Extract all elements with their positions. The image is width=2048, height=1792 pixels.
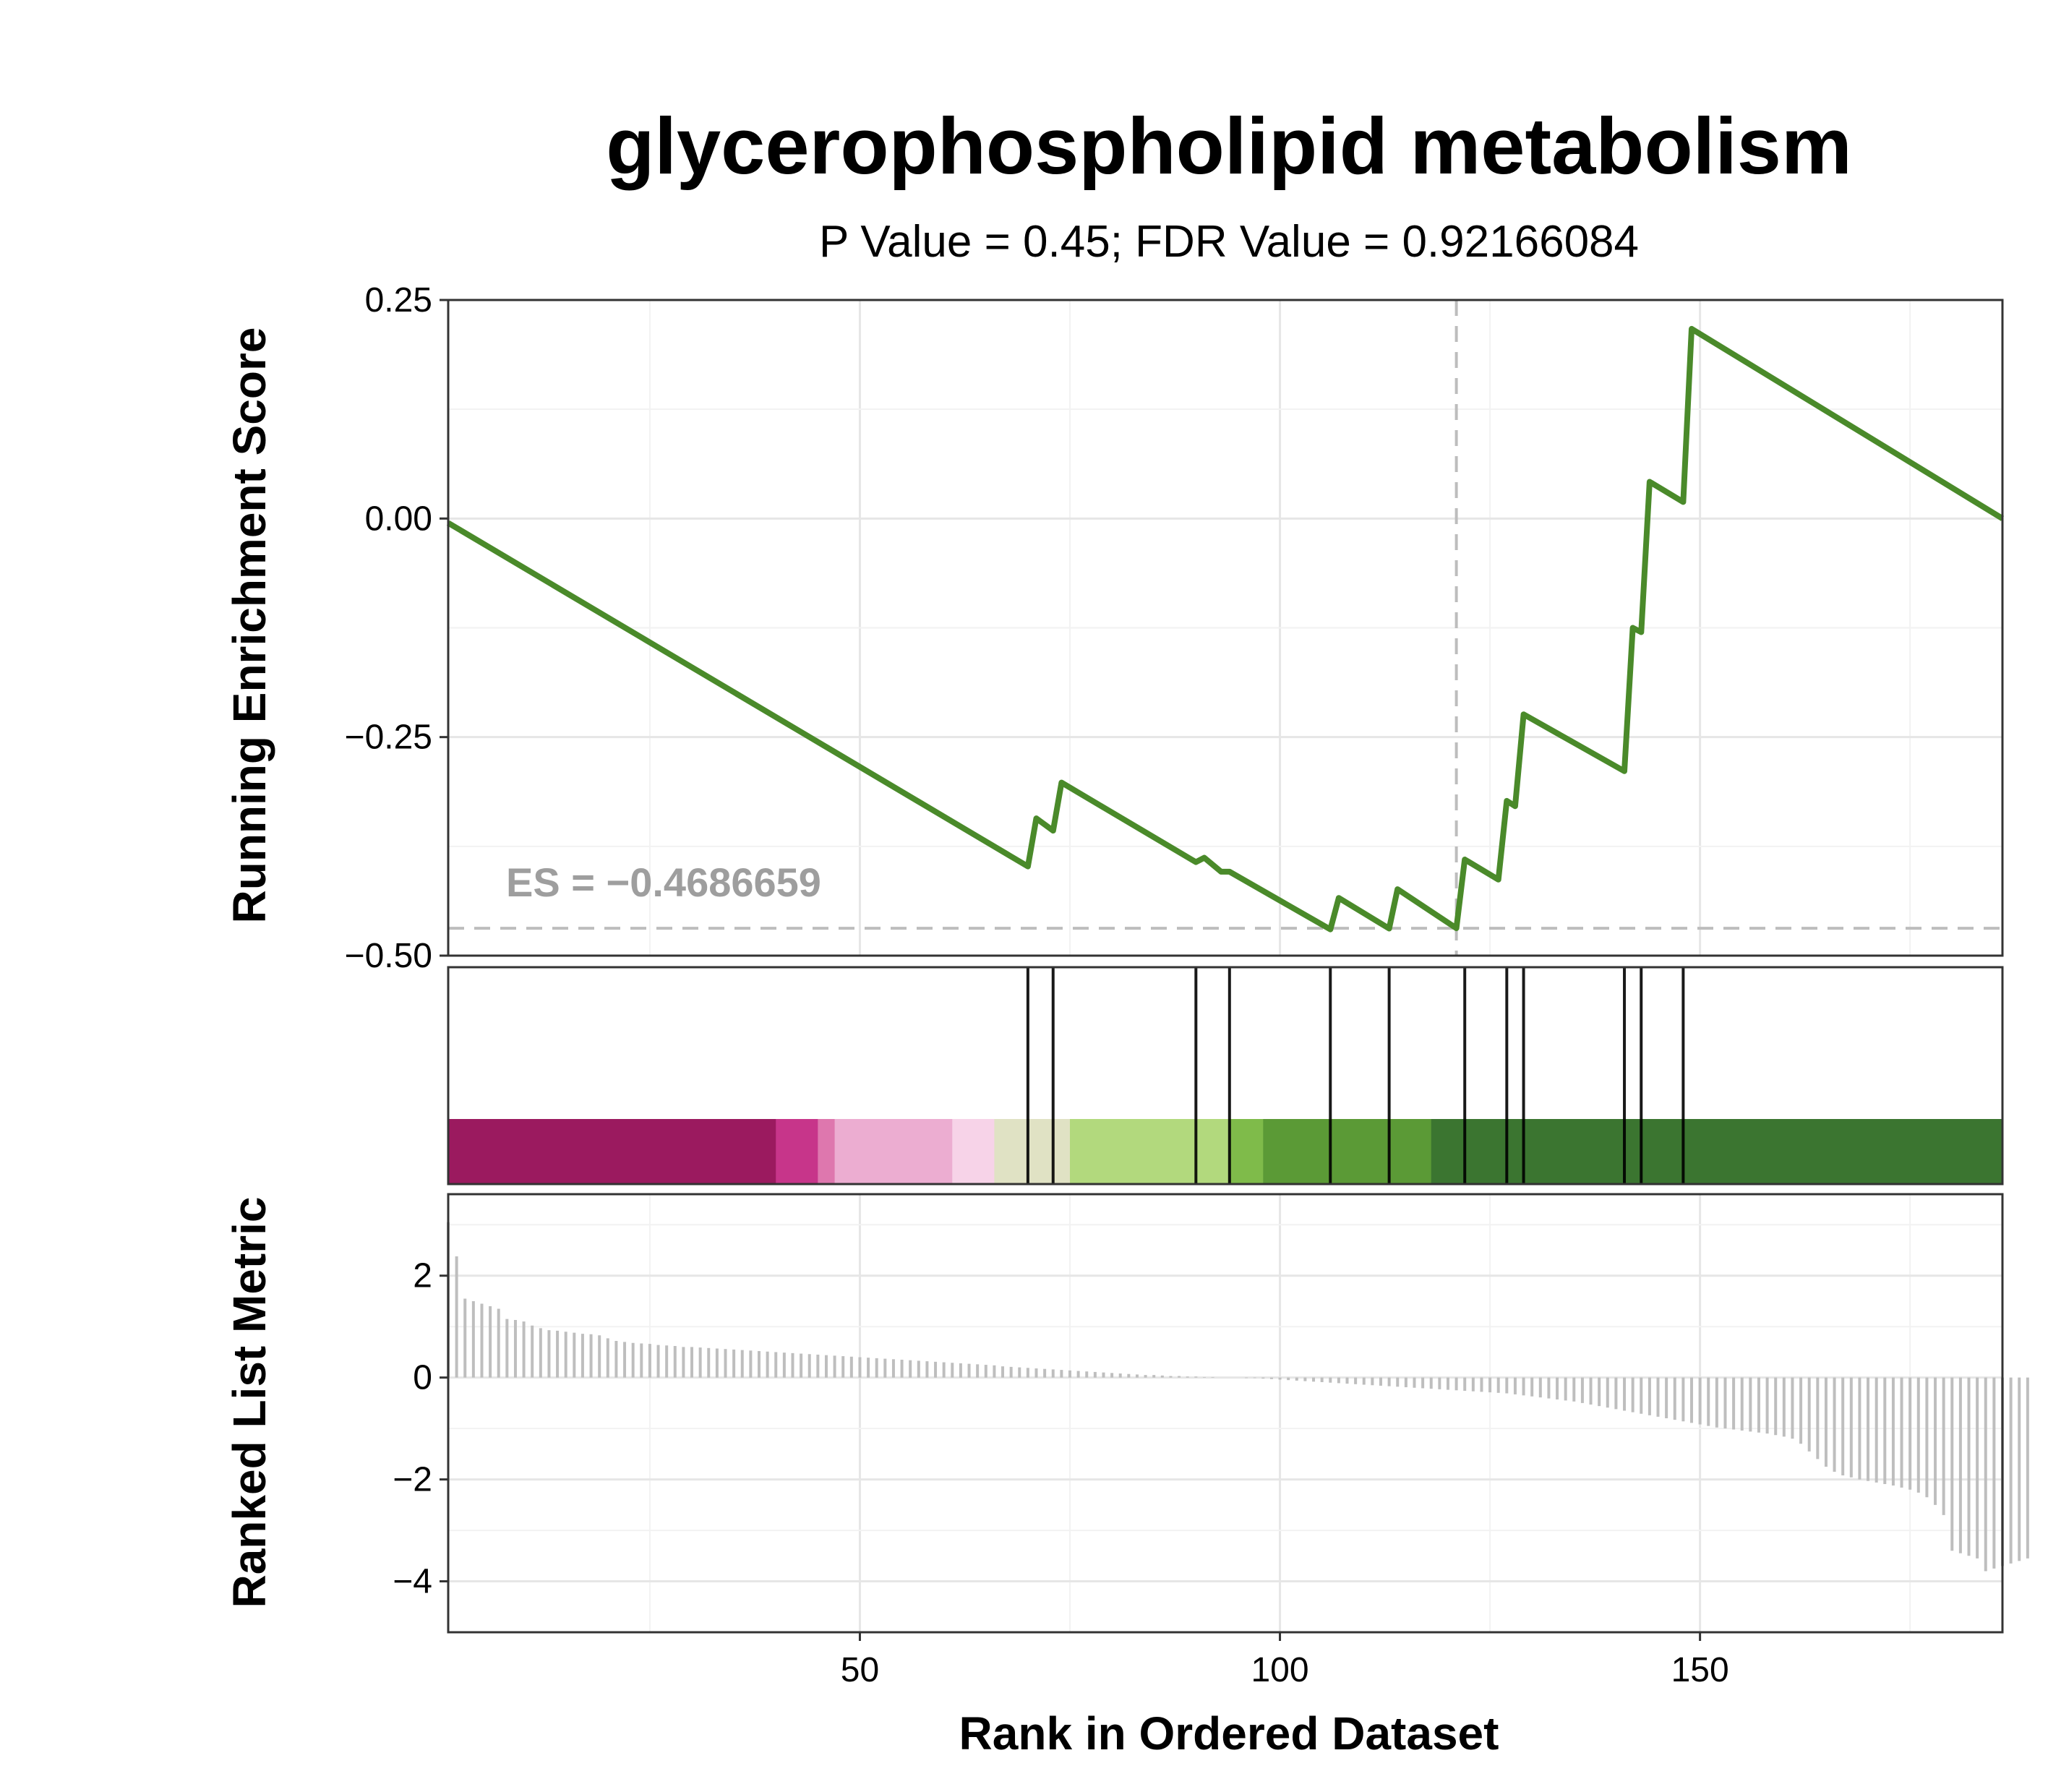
y-tick-label: 0 xyxy=(413,1359,432,1397)
running-es-y-ticks: 0.25 0.00 −0.25 −0.50 xyxy=(345,281,448,975)
y-tick-label: 0.25 xyxy=(365,281,432,320)
rank-color-band xyxy=(834,1119,953,1184)
x-tick-label: 50 xyxy=(841,1651,879,1689)
running-es-curve xyxy=(446,325,2005,933)
rank-color-band xyxy=(1070,1119,1230,1184)
ranked-metric-y-ticks: 2 0 −2 −4 xyxy=(393,1257,448,1601)
running-es-y-label: Running Enrichment Score xyxy=(223,327,275,924)
es-annotation: ES = −0.4686659 xyxy=(506,859,821,905)
x-ticks: 50 100 150 xyxy=(841,1632,1729,1689)
rank-color-band xyxy=(1229,1119,1264,1184)
x-tick-label: 100 xyxy=(1251,1651,1308,1689)
y-tick-label: −4 xyxy=(393,1563,432,1601)
ranked-metric-panel-frame xyxy=(447,1193,2004,1634)
rank-color-band xyxy=(776,1119,818,1184)
rank-color-band xyxy=(952,1119,995,1184)
y-tick-label: 2 xyxy=(413,1257,432,1295)
running-es-panel-frame xyxy=(447,299,2004,957)
y-tick-label: −0.25 xyxy=(345,719,432,757)
ranked-metric-y-label: Ranked List Metric xyxy=(223,1196,275,1608)
y-tick-label: −2 xyxy=(393,1461,432,1499)
rank-color-band xyxy=(994,1119,1071,1184)
running-es-gridlines xyxy=(448,300,2002,956)
y-tick-label: 0.00 xyxy=(365,500,432,538)
x-axis-label: Rank in Ordered Dataset xyxy=(959,1707,1499,1759)
gene-hit-marks xyxy=(1026,967,1685,1184)
rank-color-band xyxy=(818,1119,836,1184)
chart-subtitle: P Value = 0.45; FDR Value = 0.92166084 xyxy=(819,217,1639,267)
gene-hits-panel-frame xyxy=(447,966,2004,1186)
rank-color-bands xyxy=(448,1119,2003,1184)
y-tick-label: −0.50 xyxy=(345,937,432,975)
rank-color-band xyxy=(1263,1119,1432,1184)
chart-title: glycerophospholipid metabolism xyxy=(606,102,1852,191)
rank-color-band xyxy=(1431,1119,2003,1184)
gene-hits-panel xyxy=(447,966,2004,1186)
rank-color-band xyxy=(448,1119,776,1184)
x-tick-label: 150 xyxy=(1671,1651,1729,1689)
ranked-metric-panel: 2 0 −2 −4 50 100 150 Ranked List Metric Rank … xyxy=(223,1193,2029,1759)
running-es-panel: ES = −0.4686659 0.25 0.00 −0.25 −0.50 Runni… xyxy=(223,281,2005,975)
